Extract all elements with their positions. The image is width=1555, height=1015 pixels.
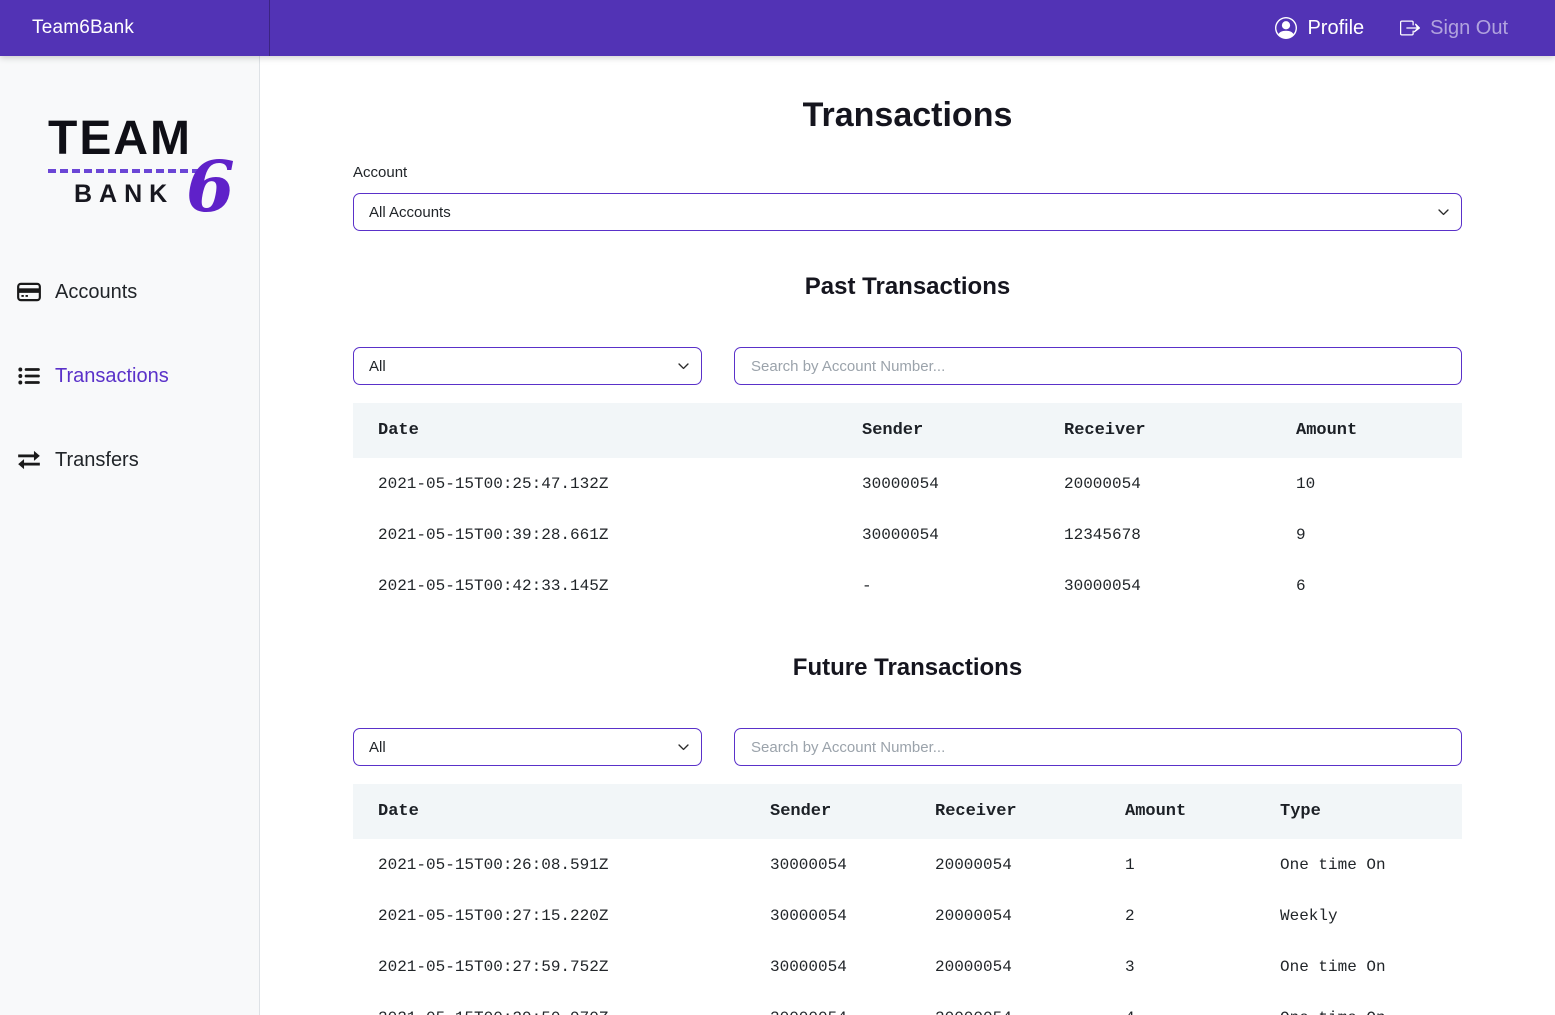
- table-header-row: Date Sender Receiver Amount: [353, 403, 1462, 458]
- cell-amount: 2: [1125, 906, 1135, 925]
- cell-type: One time On: [1280, 1009, 1462, 1015]
- cell-date: 2021-05-15T00:27:59.752Z: [378, 957, 609, 976]
- sidebar-item-transfers[interactable]: Transfers: [16, 440, 259, 480]
- sidebar-item-label: Accounts: [55, 280, 138, 303]
- cell-date: 2021-05-15T00:27:15.220Z: [378, 906, 609, 925]
- future-search-input[interactable]: [734, 728, 1462, 766]
- sign-out-link[interactable]: Sign Out: [1400, 17, 1508, 40]
- sign-out-label: Sign Out: [1430, 16, 1508, 39]
- cell-date: 2021-05-15T00:29:50.970Z: [378, 1009, 770, 1015]
- cell-amount: 4: [1125, 1009, 1280, 1015]
- cell-sender: 30000054: [770, 957, 847, 976]
- cell-date: 2021-05-15T00:26:08.591Z: [378, 855, 609, 874]
- profile-label: Profile: [1307, 16, 1365, 39]
- past-transactions-table: Date Sender Receiver Amount 2021-05-15T0…: [353, 403, 1462, 611]
- cell-sender: 30000054: [862, 525, 939, 544]
- cell-amount: 6: [1296, 576, 1306, 595]
- future-transactions-heading: Future Transactions: [792, 654, 1023, 681]
- logo-dashed-line: [48, 169, 200, 173]
- table-header-row: Date Sender Receiver Amount Type: [353, 784, 1462, 839]
- table-row: 2021-05-15T00:42:33.145Z - 30000054 6: [353, 560, 1462, 611]
- cell-receiver: 20000054: [935, 1009, 1125, 1015]
- column-header-amount: Amount: [1125, 802, 1187, 821]
- bank-logo: TEAM BANK 6: [48, 112, 235, 222]
- cell-type: One time On: [1280, 957, 1386, 976]
- cell-amount: 3: [1125, 957, 1135, 976]
- sidebar: TEAM BANK 6 Accounts Transactions Transf…: [0, 56, 260, 1015]
- column-header-type: Type: [1280, 802, 1321, 821]
- past-transactions-heading: Past Transactions: [804, 273, 1011, 300]
- table-row: 2021-05-15T00:25:47.132Z 30000054 200000…: [353, 458, 1462, 509]
- past-filter-row: All: [353, 347, 1462, 385]
- column-header-date: Date: [378, 802, 419, 821]
- future-transactions-table: Date Sender Receiver Amount Type 2021-05…: [353, 784, 1462, 1015]
- cell-receiver: 12345678: [1064, 525, 1141, 544]
- column-header-sender: Sender: [770, 802, 832, 821]
- table-row: 2021-05-15T00:26:08.591Z 30000054 200000…: [353, 839, 1462, 890]
- cell-sender: 30000054: [770, 906, 847, 925]
- cell-receiver: 20000054: [935, 906, 1012, 925]
- cell-receiver: 20000054: [1064, 474, 1141, 493]
- cell-receiver: 20000054: [935, 957, 1012, 976]
- cell-type: Weekly: [1280, 906, 1338, 925]
- top-navbar: Team6Bank Profile Sign Out: [0, 0, 1555, 56]
- account-select-wrap: All Accounts: [353, 193, 1462, 231]
- logo-six-digit: 6: [186, 145, 235, 228]
- cell-amount: 9: [1296, 525, 1306, 544]
- future-filter-select[interactable]: All: [353, 728, 702, 766]
- table-row: 2021-05-15T00:29:50.970Z 30000054 200000…: [353, 992, 1462, 1015]
- sidebar-nav: Accounts Transactions Transfers: [0, 272, 259, 480]
- list-icon: [16, 363, 42, 389]
- credit-card-icon: [16, 279, 42, 305]
- topbar-actions: Profile Sign Out: [1275, 17, 1555, 40]
- cell-sender: -: [862, 576, 872, 595]
- sidebar-item-label: Transfers: [55, 448, 139, 471]
- table-row: 2021-05-15T00:27:15.220Z 30000054 200000…: [353, 890, 1462, 941]
- account-label: Account: [353, 164, 408, 181]
- cell-type: One time On: [1280, 855, 1386, 874]
- cell-amount: 1: [1125, 855, 1135, 874]
- past-filter-select[interactable]: All: [353, 347, 702, 385]
- cell-sender: 30000054: [862, 474, 939, 493]
- profile-link[interactable]: Profile: [1275, 17, 1364, 40]
- future-filter-row: All: [353, 728, 1462, 766]
- transfer-arrows-icon: [16, 447, 42, 473]
- topbar-divider: [269, 0, 270, 56]
- table-row: 2021-05-15T00:27:59.752Z 30000054 200000…: [353, 941, 1462, 992]
- person-circle-icon: [1275, 17, 1298, 39]
- table-row: 2021-05-15T00:39:28.661Z 30000054 123456…: [353, 509, 1462, 560]
- cell-date: 2021-05-15T00:42:33.145Z: [378, 576, 609, 595]
- cell-amount: 10: [1296, 474, 1316, 493]
- column-header-receiver: Receiver: [1064, 421, 1146, 440]
- sign-out-icon: [1400, 18, 1421, 38]
- cell-sender: 30000054: [770, 855, 847, 874]
- column-header-amount: Amount: [1296, 421, 1358, 440]
- sidebar-item-transactions[interactable]: Transactions: [16, 356, 259, 396]
- sidebar-item-accounts[interactable]: Accounts: [16, 272, 259, 312]
- future-filter-select-wrap: All: [353, 728, 702, 766]
- cell-date: 2021-05-15T00:39:28.661Z: [378, 525, 609, 544]
- main-content: Transactions Account All Accounts Past T…: [260, 0, 1555, 1015]
- cell-date: 2021-05-15T00:25:47.132Z: [378, 474, 609, 493]
- cell-sender: 30000054: [770, 1009, 935, 1015]
- past-filter-select-wrap: All: [353, 347, 702, 385]
- brand-title[interactable]: Team6Bank: [32, 17, 135, 38]
- cell-receiver: 20000054: [935, 855, 1012, 874]
- past-search-input[interactable]: [734, 347, 1462, 385]
- column-header-date: Date: [378, 421, 419, 440]
- account-select[interactable]: All Accounts: [353, 193, 1462, 231]
- logo-team-text: TEAM: [48, 112, 192, 165]
- cell-receiver: 30000054: [1064, 576, 1141, 595]
- page-title: Transactions: [802, 96, 1013, 134]
- logo-bank-text: BANK: [74, 180, 175, 208]
- sidebar-item-label: Transactions: [55, 364, 169, 387]
- column-header-sender: Sender: [862, 421, 924, 440]
- column-header-receiver: Receiver: [935, 802, 1017, 821]
